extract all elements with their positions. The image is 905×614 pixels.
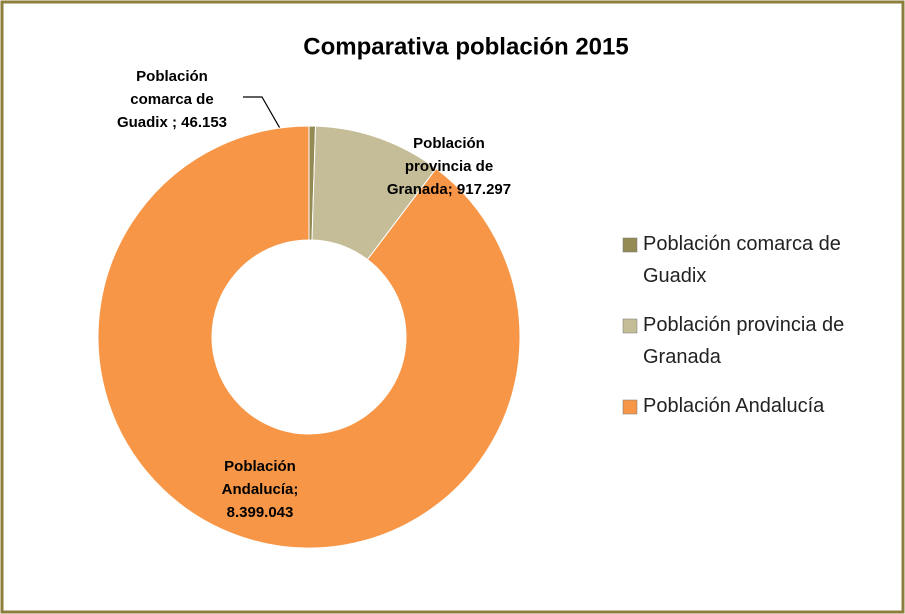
chart-title: Comparativa población 2015 bbox=[303, 33, 628, 60]
legend-label: Población provincia de Granada bbox=[643, 314, 844, 368]
legend-label: Población Andalucía bbox=[643, 395, 825, 417]
legend-swatch bbox=[622, 399, 638, 415]
legend-label: Población comarca de Guadix bbox=[643, 233, 841, 287]
data-label: Población provincia de Granada; 917.297 bbox=[387, 135, 511, 198]
legend-swatch bbox=[622, 318, 638, 334]
donut-slice bbox=[97, 125, 521, 549]
data-label: Población Andalucía; 8.399.043 bbox=[222, 458, 299, 521]
data-label: Población comarca de Guadix ; 46.153 bbox=[117, 68, 227, 131]
legend-swatch bbox=[622, 237, 638, 253]
